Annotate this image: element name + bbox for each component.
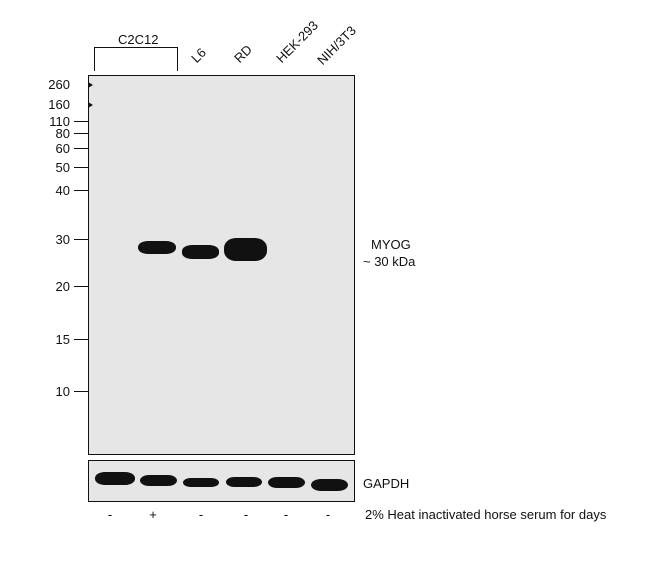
mw-tick-160 bbox=[88, 102, 93, 108]
gapdh-band-lane-3 bbox=[183, 478, 219, 487]
mw-marker-260: 260 bbox=[48, 77, 70, 92]
treatment-sign-lane-6: - bbox=[325, 507, 331, 522]
mw-tick-110 bbox=[74, 121, 88, 122]
mw-tick-40 bbox=[74, 190, 88, 191]
mw-marker-60: 60 bbox=[55, 141, 70, 156]
myog-band-lane-3 bbox=[182, 245, 219, 259]
mw-marker-110: 110 bbox=[49, 114, 70, 129]
treatment-sign-lane-5: - bbox=[283, 507, 289, 522]
mw-tick-50 bbox=[74, 167, 88, 168]
mw-tick-10 bbox=[74, 391, 88, 392]
mw-marker-50: 50 bbox=[55, 160, 70, 175]
main-blot-panel bbox=[88, 75, 355, 455]
mw-tick-30 bbox=[74, 239, 88, 240]
gapdh-band-lane-2 bbox=[140, 475, 177, 486]
gapdh-band-lane-5 bbox=[268, 477, 305, 488]
c2c12-bracket bbox=[94, 47, 178, 71]
mw-marker-30: 30 bbox=[55, 232, 70, 247]
mw-marker-160: 160 bbox=[48, 97, 70, 112]
gapdh-band-lane-6 bbox=[311, 479, 348, 491]
treatment-sign-lane-4: - bbox=[243, 507, 249, 522]
lane-label-nih-3t3: NIH/3T3 bbox=[314, 22, 359, 68]
loading-control-name: GAPDH bbox=[363, 476, 410, 491]
mw-marker-80: 80 bbox=[55, 126, 70, 141]
target-name: MYOG bbox=[371, 237, 411, 252]
treatment-sign-lane-1: - bbox=[107, 507, 113, 522]
treatment-sign-lane-3: - bbox=[198, 507, 204, 522]
lane-label-hek-293: HEK-293 bbox=[273, 17, 322, 66]
lane-label-l6: L6 bbox=[188, 44, 209, 66]
mw-tick-80 bbox=[74, 133, 88, 134]
mw-marker-40: 40 bbox=[55, 183, 70, 198]
treatment-label: 2% Heat inactivated horse serum for days bbox=[365, 507, 607, 522]
gapdh-band-lane-4 bbox=[226, 477, 262, 487]
mw-marker-10: 10 bbox=[55, 384, 70, 399]
mw-tick-260 bbox=[88, 82, 93, 88]
mw-tick-20 bbox=[74, 286, 88, 287]
treatment-sign-lane-2: + bbox=[149, 507, 157, 522]
myog-band-lane-2 bbox=[138, 241, 176, 254]
mw-marker-15: 15 bbox=[55, 332, 70, 347]
lane-group-label-c2c12: C2C12 bbox=[118, 32, 159, 47]
myog-band-lane-4 bbox=[224, 238, 267, 261]
mw-tick-15 bbox=[74, 339, 88, 340]
target-size: ~ 30 kDa bbox=[363, 254, 416, 269]
mw-tick-60 bbox=[74, 148, 88, 149]
mw-marker-20: 20 bbox=[55, 279, 70, 294]
lane-label-rd: RD bbox=[231, 41, 255, 66]
gapdh-band-lane-1 bbox=[95, 472, 135, 485]
